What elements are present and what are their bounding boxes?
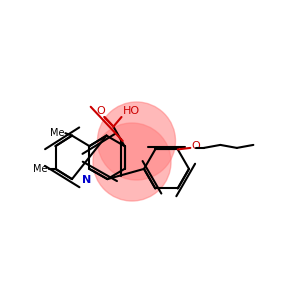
Text: O: O <box>192 141 201 152</box>
Circle shape <box>98 102 176 180</box>
Text: HO: HO <box>123 106 140 116</box>
Text: Me: Me <box>50 128 64 138</box>
Circle shape <box>93 123 171 201</box>
Text: N: N <box>82 175 91 185</box>
Text: O: O <box>96 106 105 116</box>
Text: Me: Me <box>34 164 48 174</box>
